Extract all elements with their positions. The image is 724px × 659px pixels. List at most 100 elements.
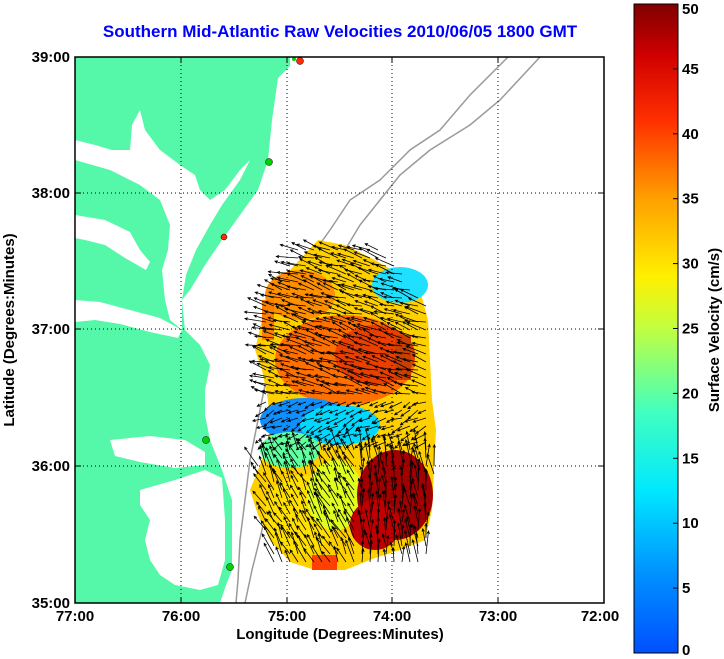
velocity-vector — [346, 345, 363, 355]
velocity-vector — [284, 549, 291, 563]
velocity-vector — [335, 390, 355, 395]
velocity-vector — [411, 354, 427, 363]
velocity-vector — [328, 488, 339, 507]
colorbar — [633, 3, 679, 654]
velocity-vector — [263, 401, 275, 411]
velocity-vector — [346, 516, 355, 539]
velocity-vector — [354, 388, 371, 395]
velocity-vector — [404, 438, 411, 459]
velocity-vector — [263, 526, 275, 547]
velocity-vector — [399, 289, 419, 299]
velocity-vector — [264, 300, 283, 307]
albemarle-sound — [110, 436, 205, 468]
velocity-vector — [313, 504, 323, 523]
map-title: Southern Mid-Atlantic Raw Velocities 201… — [102, 22, 578, 41]
colorbar-tick-label: 25 — [682, 321, 699, 338]
velocity-vector — [375, 376, 395, 387]
velocity-vector — [369, 457, 374, 483]
velocity-vector — [410, 334, 427, 339]
velocity-vector — [256, 401, 267, 407]
velocity-vector — [340, 536, 347, 555]
velocity-vector — [374, 257, 395, 267]
velocity-vector — [316, 467, 323, 483]
velocity-vector — [278, 354, 299, 363]
velocity-vector — [317, 435, 323, 451]
velocity-vector — [281, 334, 299, 339]
velocity-vector — [288, 522, 299, 539]
velocity-vector — [393, 409, 403, 416]
velocity-vector — [316, 417, 331, 423]
velocity-vector — [411, 341, 427, 347]
velocity-vector — [392, 309, 411, 315]
velocity-vector — [273, 446, 283, 459]
velocity-vector — [368, 374, 387, 379]
velocity-vector — [287, 409, 299, 414]
velocity-vector — [288, 332, 307, 339]
velocity-vector — [401, 449, 406, 467]
velocity-vector — [252, 372, 275, 379]
velocity-vector — [290, 474, 299, 491]
velocity-vector — [417, 466, 421, 491]
velocity-vector — [394, 288, 411, 299]
velocity-vector — [314, 531, 323, 555]
velocity-vector — [286, 285, 307, 291]
velocity-vector — [304, 293, 323, 299]
velocity-vector — [405, 430, 411, 451]
velocity-vector — [423, 502, 427, 523]
velocity-vector — [300, 445, 307, 467]
y-axis-label: Latitude (Degrees:Minutes) — [1, 233, 18, 426]
velocity-vector — [342, 417, 355, 427]
velocity-vector — [277, 292, 299, 299]
velocity-vector — [385, 514, 389, 531]
y-tick-label: 35:00 — [32, 595, 70, 612]
velocity-vector — [347, 502, 355, 515]
velocity-vector — [423, 437, 427, 459]
velocity-vector — [321, 535, 331, 547]
colorbar-tick-label: 50 — [682, 1, 699, 18]
velocity-vector — [258, 505, 267, 523]
velocity-vector — [293, 330, 315, 339]
x-tick-label: 74:00 — [373, 608, 411, 625]
velocity-vector — [294, 531, 307, 547]
velocity-vector — [425, 530, 430, 555]
velocity-vector — [274, 531, 283, 555]
velocity-vector — [343, 248, 363, 259]
velocity-vector — [297, 282, 315, 291]
velocity-vector — [275, 546, 283, 563]
velocity-vector — [310, 401, 323, 407]
velocity-vector — [284, 373, 307, 379]
velocity-vector — [321, 550, 331, 563]
velocity-vector — [364, 441, 371, 467]
velocity-vector — [377, 450, 383, 475]
velocity-vector — [299, 491, 307, 507]
velocity-vector — [335, 449, 347, 467]
velocity-vector — [407, 297, 427, 307]
velocity-vector — [282, 315, 299, 323]
velocity-vector — [383, 331, 403, 339]
velocity-vector — [268, 483, 275, 499]
velocity-vector — [415, 425, 427, 435]
velocity-vector — [377, 538, 381, 563]
velocity-vector — [259, 357, 283, 363]
velocity-vector — [315, 409, 323, 417]
velocity-vector — [356, 323, 379, 331]
x-tick-label: 75:00 — [268, 608, 306, 625]
velocity-vector — [287, 401, 299, 408]
velocity-vector — [411, 538, 419, 563]
velocity-vector — [274, 383, 291, 387]
velocity-vector — [336, 274, 355, 283]
velocity-vector — [310, 515, 323, 531]
velocity-vector — [375, 529, 380, 555]
velocity-vector — [387, 276, 403, 283]
velocity-vector — [330, 428, 339, 451]
y-tick-label: 36:00 — [32, 458, 70, 475]
velocity-vector — [387, 432, 395, 451]
velocity-vector — [275, 492, 283, 507]
tick-marks — [75, 57, 604, 603]
velocity-vector — [432, 443, 436, 467]
velocity-vector — [294, 367, 315, 371]
velocity-vector — [300, 378, 323, 387]
velocity-vector — [295, 437, 307, 451]
velocity-vector — [369, 539, 373, 563]
